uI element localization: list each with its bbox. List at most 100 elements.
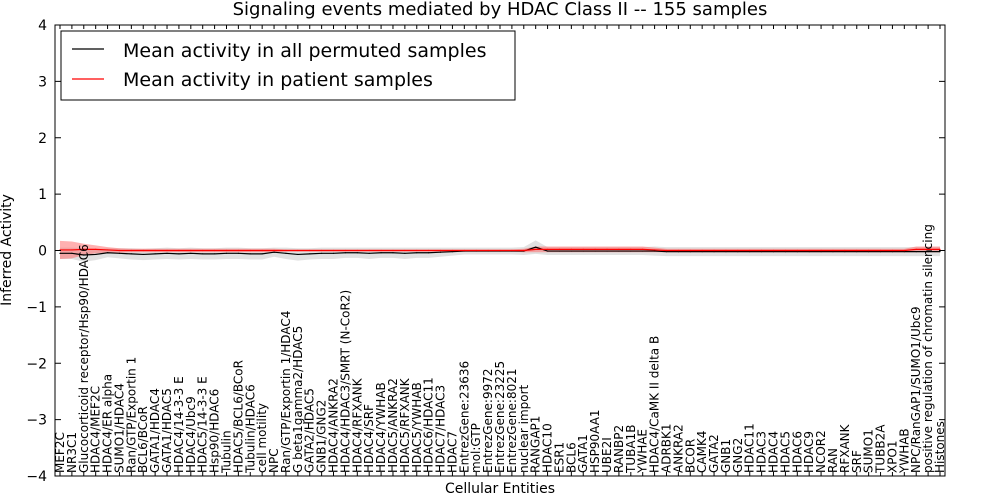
data-point-permuted xyxy=(594,250,596,252)
data-point-permuted xyxy=(59,252,61,254)
data-point-patient xyxy=(689,249,691,252)
x-tick-label: Histones xyxy=(933,421,947,473)
x-tick-label: BCL6 xyxy=(564,442,578,473)
data-point-patient xyxy=(106,249,109,251)
data-point-patient xyxy=(879,249,882,252)
x-tick-label: RFXANK xyxy=(838,423,852,473)
data-point-permuted xyxy=(915,251,917,253)
data-point-permuted xyxy=(868,251,870,253)
data-point-permuted xyxy=(273,251,275,253)
x-tick-label: HDAC10 xyxy=(541,423,555,473)
data-point-permuted xyxy=(356,252,358,254)
data-point-permuted xyxy=(261,253,263,255)
x-tick-label: GNB1 xyxy=(719,439,733,473)
data-point-permuted xyxy=(368,252,370,254)
data-point-patient xyxy=(594,248,596,250)
x-tick-label: MEF2C xyxy=(53,432,67,473)
x-tick-label: Tubulin/HDAC6 xyxy=(243,384,257,474)
data-point-permuted xyxy=(879,251,882,253)
data-point-patient xyxy=(606,248,608,250)
x-tick-label: HSP90AA1 xyxy=(588,409,602,473)
data-point-permuted xyxy=(95,253,97,256)
data-point-patient xyxy=(713,249,715,252)
data-point-patient xyxy=(903,249,905,252)
data-point-patient xyxy=(475,249,477,252)
legend-label-permuted: Mean activity in all permuted samples xyxy=(123,40,486,62)
data-point-patient xyxy=(665,249,668,252)
data-point-patient xyxy=(202,249,204,252)
data-point-permuted xyxy=(285,252,287,254)
x-tick-label: nuclear import xyxy=(517,384,531,473)
data-point-permuted xyxy=(451,251,454,253)
y-tick-label: −1 xyxy=(26,300,47,316)
data-point-permuted xyxy=(844,251,846,253)
data-point-permuted xyxy=(749,251,751,253)
data-point-patient xyxy=(356,249,358,252)
data-point-patient xyxy=(213,249,216,252)
data-point-patient xyxy=(582,248,584,250)
data-point-patient xyxy=(808,249,810,252)
data-point-permuted xyxy=(237,252,239,254)
x-tick-label: HDAC7 xyxy=(445,431,459,473)
data-point-permuted xyxy=(665,251,668,253)
data-point-patient xyxy=(570,248,572,250)
data-point-patient xyxy=(118,249,121,252)
data-point-patient xyxy=(856,249,858,252)
x-tick-label: NR3C1 xyxy=(65,432,79,473)
data-point-patient xyxy=(832,249,834,252)
data-point-permuted xyxy=(891,251,894,253)
data-point-patient xyxy=(392,249,394,252)
data-point-permuted xyxy=(118,252,121,254)
data-point-permuted xyxy=(582,250,584,252)
data-point-patient xyxy=(749,249,751,252)
data-point-patient xyxy=(404,249,406,252)
chart-title: Signaling events mediated by HDAC Class … xyxy=(233,0,768,20)
data-point-permuted xyxy=(784,251,787,253)
x-tick-label: HDAC4/SRF xyxy=(362,404,376,473)
x-tick-label: GNG2 xyxy=(731,438,745,473)
data-point-permuted xyxy=(142,253,144,256)
x-tick-label: HDAC5/14-3-3 E xyxy=(196,376,210,473)
x-tick-label: GATA1 xyxy=(576,434,590,473)
x-tick-label: RANGAP1 xyxy=(529,416,543,473)
x-tick-label: EntrezGene:23225 xyxy=(493,361,507,473)
data-point-patient xyxy=(701,249,703,252)
x-tick-label: ANKRA2 xyxy=(671,424,685,473)
data-point-patient xyxy=(273,249,275,252)
x-tick-label: RANBP2 xyxy=(612,425,626,473)
data-point-permuted xyxy=(535,246,537,248)
data-point-permuted xyxy=(439,251,442,253)
data-point-permuted xyxy=(808,251,810,253)
data-point-patient xyxy=(523,249,525,252)
data-point-permuted xyxy=(71,252,73,254)
data-point-patient xyxy=(499,249,501,252)
data-point-patient xyxy=(630,248,632,250)
data-point-permuted xyxy=(689,251,691,253)
x-tick-label: HDAC4/HDAC3/SMRT (N-CoR2) xyxy=(338,290,352,473)
x-tick-label: HDAC4/ANKRA2 xyxy=(327,378,341,473)
x-tick-label: NPC/RanGAP1/SUMO1/Ubc9 xyxy=(909,306,923,473)
data-point-permuted xyxy=(416,252,418,254)
y-tick-label: 1 xyxy=(38,187,47,203)
data-point-permuted xyxy=(796,251,798,253)
data-point-patient xyxy=(642,248,644,250)
y-tick-label: −2 xyxy=(26,356,47,372)
data-point-permuted xyxy=(321,252,323,254)
data-point-permuted xyxy=(653,250,656,252)
x-tick-label: BCOR xyxy=(683,439,697,473)
data-point-patient xyxy=(939,248,941,250)
x-tick-label: HDAC4/14-3-3 E xyxy=(172,376,186,473)
x-tick-label: ESR1 xyxy=(552,442,566,473)
legend-box xyxy=(60,30,516,101)
data-point-patient xyxy=(380,249,382,252)
data-point-patient xyxy=(285,249,287,252)
x-tick-label: HDAC6/HDAC11 xyxy=(422,377,436,473)
x-tick-label: BCL6/BCoR xyxy=(136,406,150,473)
x-tick-label: HDAC4/MEF2C xyxy=(89,386,103,473)
data-point-patient xyxy=(451,249,454,252)
data-point-patient xyxy=(142,249,144,252)
x-tick-label: XPO1 xyxy=(885,440,899,473)
x-tick-label: NCOR2 xyxy=(814,430,828,473)
data-point-permuted xyxy=(820,251,822,253)
data-point-permuted xyxy=(213,253,216,255)
